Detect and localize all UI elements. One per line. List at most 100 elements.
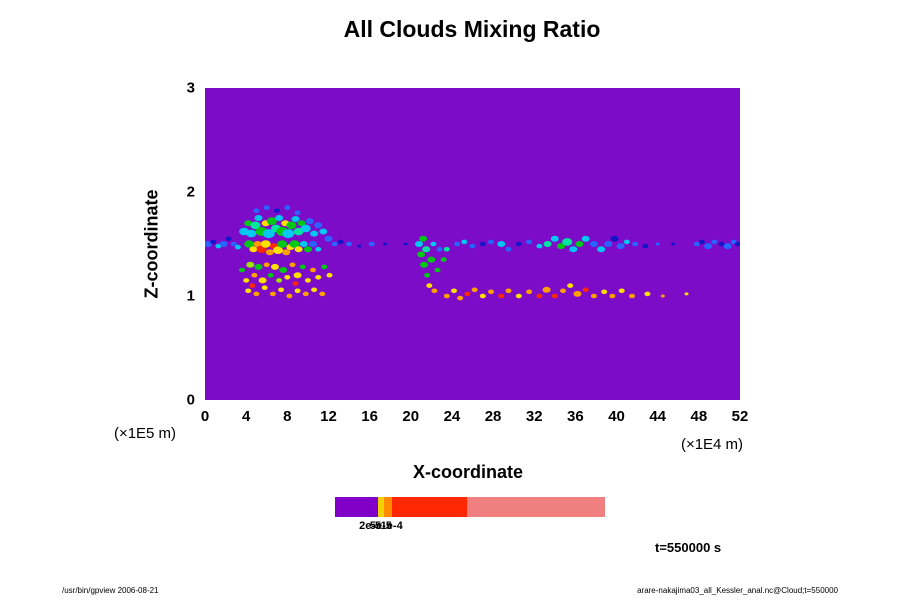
cloud-blob [263, 262, 270, 268]
cloud-blob [417, 251, 426, 258]
x-tick-label: 24 [443, 408, 461, 425]
cloud-blob [718, 241, 725, 247]
z-tick-label: 3 [186, 79, 195, 97]
cloud-blob [471, 287, 478, 293]
cloud-blob [581, 235, 590, 242]
cloud-blob [282, 229, 295, 239]
x-tick-label: 0 [200, 408, 210, 425]
cloud-blob [234, 244, 241, 250]
cloud-blob [616, 243, 625, 250]
cloud-blob [315, 275, 322, 280]
colorbar-tick-label: 5e-5 [369, 520, 392, 532]
cloud-blob [243, 278, 250, 283]
footer-command-line: /usr/bin/gpview 2006-08-21 [62, 586, 159, 595]
cloud-blob [430, 241, 437, 247]
cloud-blob [303, 246, 312, 253]
cloud-blob [267, 272, 274, 278]
cloud-blob [426, 283, 433, 288]
cloud-blob [293, 272, 302, 279]
cloud-blob [260, 240, 271, 248]
cloud-blob [249, 246, 258, 253]
colorbar-segment [391, 497, 468, 517]
cloud-blob [562, 238, 573, 246]
cloud-blob [368, 241, 375, 247]
cloud-blob [289, 262, 296, 268]
cloud-blob [443, 246, 450, 252]
z-axis-label: Z-coordinate [141, 189, 162, 299]
cloud-blob [644, 291, 651, 297]
x-tick-label: 20 [402, 408, 420, 425]
cloud-blob [284, 275, 291, 280]
footer-source-file: arare-nakajima03_all_Kessler_anal.nc@Clo… [637, 586, 838, 595]
cloud-blob [597, 246, 606, 253]
cloud-blob [299, 241, 308, 247]
cloud-blob [219, 241, 228, 247]
cloud-blob [424, 272, 431, 278]
cloud-blob [324, 235, 333, 242]
cloud-blob [279, 267, 288, 273]
cloud-blob [515, 241, 522, 247]
x-tick-label: 52 [731, 408, 749, 425]
cloud-blob [642, 243, 649, 249]
cloud-blob [310, 267, 316, 273]
cloud-blob [604, 241, 613, 247]
cloud-blob [357, 244, 362, 248]
cloud-blob [309, 241, 317, 247]
cloud-blob [601, 289, 608, 295]
cloud-blob [505, 288, 512, 294]
cloud-blob [294, 246, 303, 253]
z-tick-label: 0 [186, 391, 195, 409]
cloud-blob [427, 256, 436, 263]
colorbar-tick-label: 2e-5 [359, 520, 382, 532]
cloud-blob [289, 240, 300, 248]
cloud-blob [560, 288, 566, 294]
cloud-blob [420, 261, 429, 268]
cloud-blob [254, 215, 263, 221]
x-tick-label: 12 [320, 408, 337, 425]
z-tick-label: 1 [186, 287, 195, 305]
x-tick-label: 44 [649, 408, 667, 425]
x-tick-label: 28 [484, 408, 502, 425]
cloud-blob [319, 291, 326, 297]
cloud-blob [284, 205, 291, 210]
cloud-blob [419, 235, 428, 242]
cloud-blob [321, 264, 328, 270]
cloud-blob [383, 242, 387, 246]
cloud-blob [479, 293, 486, 299]
cloud-blob [550, 235, 559, 242]
cloud-blob [589, 241, 598, 247]
cloud-blob [551, 293, 558, 299]
cloud-blob [258, 277, 267, 284]
cloud-blob [274, 208, 280, 213]
colorbar-segment [467, 497, 605, 517]
page-title: All Clouds Mixing Ratio [343, 16, 601, 42]
cloud-blob [542, 286, 551, 293]
cloud-blob [618, 288, 625, 294]
cloud-blob [262, 229, 275, 239]
cloud-blob [515, 293, 522, 299]
cloud-blob [300, 224, 311, 233]
cloud-blob [526, 239, 533, 245]
cloud-blob [536, 243, 543, 249]
x-tick-label: 4 [241, 408, 251, 425]
cloud-blob [623, 239, 630, 245]
cloud-blob [684, 292, 689, 296]
cloud-blob [253, 291, 260, 297]
z-axis-unit-label: (×1E5 m) [113, 425, 177, 442]
cloud-blob [454, 241, 461, 247]
cloud-blob [310, 230, 319, 237]
cloud-blob [655, 242, 660, 246]
cloud-blob [269, 291, 276, 297]
cloud-blob [505, 246, 512, 252]
cloud-blob [488, 239, 494, 245]
cloud-blob [286, 221, 297, 230]
cloud-blob [711, 239, 718, 245]
cloud-blob [331, 241, 338, 247]
cloud-blob [403, 242, 408, 246]
cloud-blob [469, 243, 476, 249]
cloud-blob [671, 242, 676, 246]
x-tick-label: 36 [567, 408, 584, 425]
cloud-blob [311, 287, 318, 293]
cloud-blob [210, 239, 217, 245]
cloud-blob [276, 278, 283, 283]
